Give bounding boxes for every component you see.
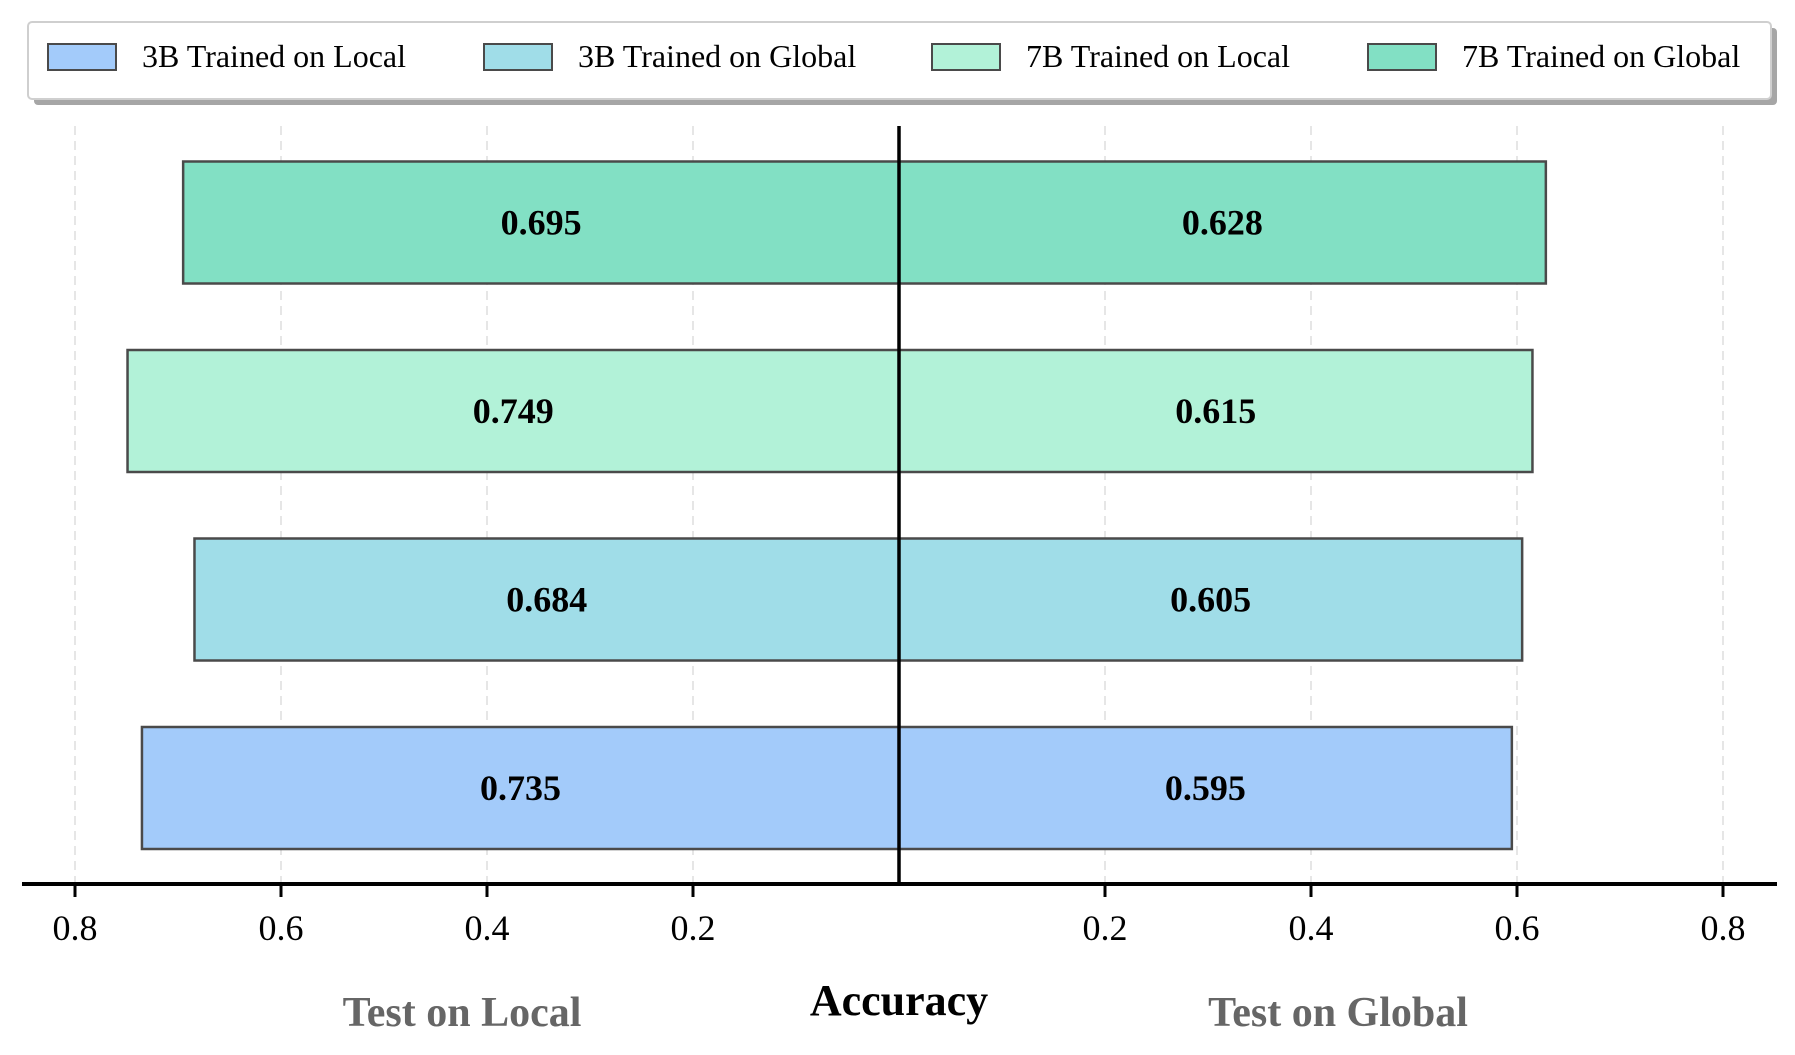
bar-right — [897, 725, 1514, 851]
x-tick-label-right: 0.6 — [1495, 908, 1540, 948]
bar-value-left: 0.735 — [480, 768, 561, 808]
x-tick-label-right: 0.4 — [1289, 908, 1334, 948]
legend-frame — [27, 21, 1772, 100]
bar-right — [897, 160, 1548, 285]
x-tick-label-left: 0.8 — [53, 908, 98, 948]
left-side-label: Test on Local — [343, 990, 582, 1036]
x-tick-label-left: 0.4 — [465, 908, 510, 948]
legend-label: 3B Trained on Local — [142, 38, 406, 74]
x-tick-label-right: 0.8 — [1701, 908, 1746, 948]
bar-value-right: 0.595 — [1165, 768, 1246, 808]
bar-left — [140, 725, 901, 851]
bar-left — [181, 160, 901, 285]
bar-right — [897, 348, 1534, 474]
legend-swatch — [1367, 43, 1437, 71]
legend: 3B Trained on Local 3B Trained on Global 7… — [27, 21, 1777, 105]
right-side-label: Test on Global — [1208, 990, 1468, 1036]
legend-label: 7B Trained on Local — [1026, 38, 1290, 74]
legend-swatch — [931, 43, 1001, 71]
x-axis-label: Accuracy — [810, 976, 988, 1025]
x-tick-label-left: 0.6 — [259, 908, 304, 948]
bar-value-left: 0.684 — [506, 580, 587, 620]
bar-value-right: 0.605 — [1170, 580, 1251, 620]
legend-items: 3B Trained on Local 3B Trained on Global 7… — [47, 38, 1740, 74]
bar-value-right: 0.628 — [1182, 203, 1263, 243]
bars: 0.735 0.595 0.684 0.605 0.749 0.615 0.695 0.628 — [126, 160, 1548, 851]
x-tick-label-left: 0.2 — [671, 908, 716, 948]
bar-value-right: 0.615 — [1175, 391, 1256, 431]
legend-swatch — [483, 43, 553, 71]
legend-label: 3B Trained on Global — [578, 38, 856, 74]
legend-label: 7B Trained on Global — [1462, 38, 1740, 74]
bar-value-left: 0.695 — [501, 203, 582, 243]
x-tick-label-right: 0.2 — [1083, 908, 1128, 948]
x-axis-ticks: 0.8 0.8 0.6 0.6 0.4 0.4 0.2 0.2 — [53, 884, 1746, 948]
bar-value-left: 0.749 — [473, 391, 554, 431]
bar-right — [897, 537, 1524, 662]
legend-swatch — [47, 43, 117, 71]
